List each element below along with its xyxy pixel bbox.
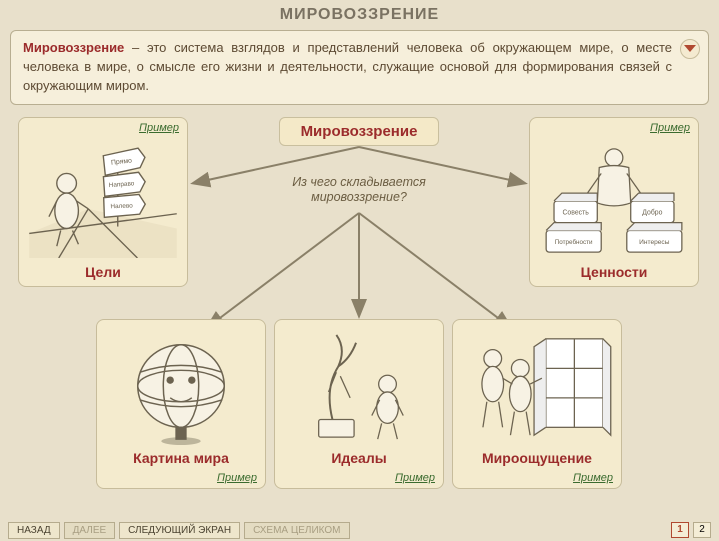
page-2-button[interactable]: 2 [693, 522, 711, 538]
example-link-goals[interactable]: Пример [139, 122, 179, 134]
diagram-area: Мировоззрение Из чего складывается миров… [0, 113, 719, 503]
caption-goals: Цели [19, 264, 187, 280]
illus-goals: Прямо Направо Налево [27, 140, 179, 258]
next-button[interactable]: ДАЛЕЕ [64, 522, 116, 539]
card-world-feeling: Мироощущение Пример [452, 319, 622, 489]
example-link-values[interactable]: Пример [650, 122, 690, 134]
page-1-button[interactable]: 1 [671, 522, 689, 538]
back-button[interactable]: НАЗАД [8, 522, 60, 539]
svg-text:Совесть: Совесть [562, 209, 589, 216]
card-goals: Пример [18, 117, 188, 287]
example-link-world-picture[interactable]: Пример [217, 472, 257, 484]
root-label: Мировоззрение [279, 117, 439, 146]
caption-ideals: Идеалы [275, 450, 443, 466]
example-link-world-feeling[interactable]: Пример [573, 472, 613, 484]
next-screen-button[interactable]: СЛЕДУЮЩИЙ ЭКРАН [119, 522, 240, 539]
caption-world-feeling: Мироощущение [453, 450, 621, 466]
svg-text:Налево: Налево [110, 202, 133, 210]
definition-box: Мировоззрение – это система взглядов и п… [10, 30, 709, 105]
example-link-ideals[interactable]: Пример [395, 472, 435, 484]
caption-world-picture: Картина мира [97, 450, 265, 466]
center-question: Из чего складывается мировоззрение? [276, 175, 442, 205]
chevron-down-icon [683, 44, 697, 54]
svg-text:Интересы: Интересы [639, 239, 670, 246]
card-ideals: Идеалы Пример [274, 319, 444, 489]
caption-values: Ценности [530, 264, 698, 280]
svg-text:Добро: Добро [642, 208, 662, 216]
definition-term: Мировоззрение [23, 40, 124, 55]
footer-bar: НАЗАД ДАЛЕЕ СЛЕДУЮЩИЙ ЭКРАН СХЕМА ЦЕЛИКО… [0, 519, 719, 541]
card-world-picture: Картина мира Пример [96, 319, 266, 489]
svg-text:Потребности: Потребности [555, 238, 593, 246]
illus-world-feeling [461, 328, 613, 448]
page-title: МИРОВОЗЗРЕНИЕ [0, 0, 719, 28]
collapse-button[interactable] [680, 39, 700, 59]
illus-values: Совесть Добро Потребности Интересы [538, 140, 690, 258]
card-values: Пример [529, 117, 699, 287]
illus-ideals [283, 328, 435, 448]
illus-world-picture [105, 328, 257, 448]
full-scheme-button[interactable]: СХЕМА ЦЕЛИКОМ [244, 522, 349, 539]
